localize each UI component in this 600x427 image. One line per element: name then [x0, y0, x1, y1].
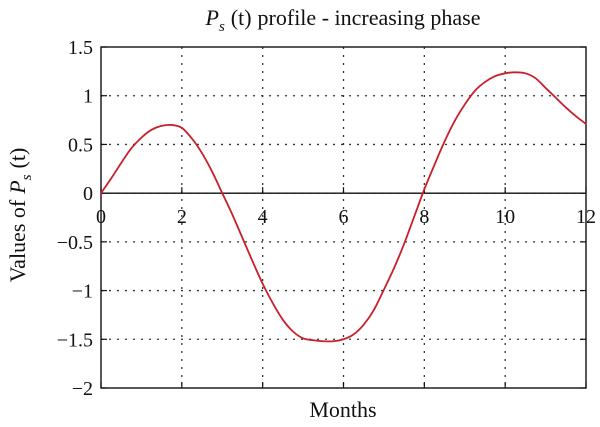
- x-tick-label: 12: [576, 206, 596, 228]
- y-axis-label-subscript: s: [19, 174, 35, 180]
- y-tick-label: −1.5: [57, 329, 93, 351]
- series-line: [100, 71, 587, 343]
- x-tick-label: 8: [419, 206, 429, 228]
- chart-title-subscript: s: [219, 19, 225, 35]
- chart-title-argument: (t): [231, 5, 252, 30]
- x-tick-label: 0: [96, 206, 106, 228]
- series-lines: [100, 71, 587, 343]
- y-tick-label: 1: [83, 86, 93, 108]
- y-tick-label: 1.5: [68, 37, 93, 59]
- x-tick-label: 2: [177, 206, 187, 228]
- x-axis-label: Months: [309, 397, 376, 422]
- y-tick-label: 0.5: [68, 134, 93, 156]
- y-axis-label-symbol: P: [5, 180, 30, 194]
- y-tick-label: −2: [72, 378, 93, 400]
- y-axis-label-prefix: Values of: [5, 199, 30, 282]
- x-tick-label: 6: [339, 206, 349, 228]
- x-tick-label: 4: [258, 206, 268, 228]
- y-axis-label: Values of Ps (t): [5, 148, 35, 283]
- tick-labels: 1.510.50−0.5−1−1.5−20 2 4 6 8 10 12: [57, 37, 596, 400]
- y-tick-label: −1: [72, 281, 93, 303]
- x-tick-label: 10: [495, 206, 515, 228]
- chart-title-text: profile - increasing phase: [258, 5, 481, 30]
- y-axis-label-argument: (t): [5, 148, 30, 169]
- y-tick-label: −0.5: [57, 232, 93, 254]
- chart-title: Ps (t) profile - increasing phase: [204, 5, 480, 35]
- y-tick-label: 0: [83, 183, 93, 205]
- plot-axes: [100, 46, 587, 389]
- chart-title-symbol: P: [204, 5, 218, 30]
